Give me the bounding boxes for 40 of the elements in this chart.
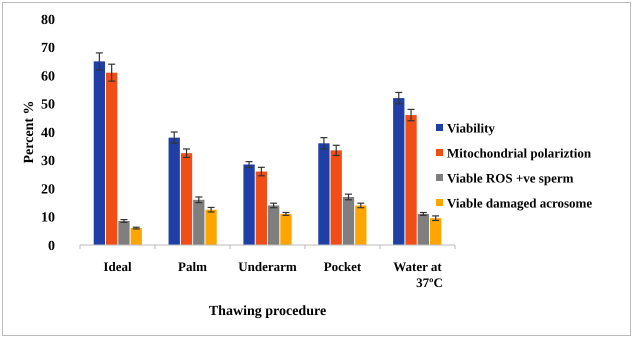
x-tick-label: Pocket — [324, 259, 362, 274]
bar — [405, 115, 417, 245]
bar — [393, 98, 404, 245]
bar — [318, 143, 330, 245]
bar — [193, 200, 204, 245]
bar — [280, 214, 292, 245]
bar — [94, 61, 106, 245]
bar — [430, 218, 442, 245]
bar — [205, 210, 217, 245]
x-tick-label: Ideal — [103, 259, 132, 274]
y-axis-title: Percent % — [22, 100, 37, 164]
y-tick-label: 30 — [41, 154, 55, 170]
y-tick-label: 60 — [41, 69, 55, 84]
x-tick-label: Palm — [178, 259, 208, 274]
bar — [256, 172, 268, 245]
bar — [243, 164, 255, 245]
y-tick-label: 80 — [41, 12, 55, 28]
bar — [118, 220, 130, 245]
y-tick-label: 20 — [41, 182, 55, 198]
bar — [355, 205, 366, 245]
bar — [168, 138, 180, 245]
y-tick-label: 70 — [41, 41, 55, 56]
x-tick-label: Underarm — [238, 259, 297, 274]
x-axis-title: Thawing procedure — [208, 304, 326, 319]
bar — [418, 214, 429, 245]
bar — [180, 153, 192, 245]
legend-label: Viable ROS +ve sperm — [447, 170, 574, 186]
bar — [106, 72, 118, 245]
y-tick-label: 50 — [41, 98, 55, 113]
y-tick-label: 10 — [41, 210, 55, 226]
legend-label: Viability — [447, 120, 496, 136]
legend-label: Viable damaged acrosome — [447, 196, 592, 211]
bar — [342, 196, 354, 245]
bar — [268, 205, 280, 245]
y-tick-label: 0 — [48, 238, 55, 254]
x-tick-label: Water at 37ºC — [393, 259, 443, 290]
bar — [130, 228, 142, 245]
bar — [330, 150, 342, 245]
y-tick-label: 40 — [41, 126, 55, 141]
legend-label: Mitochondrial polariztion — [447, 146, 592, 161]
